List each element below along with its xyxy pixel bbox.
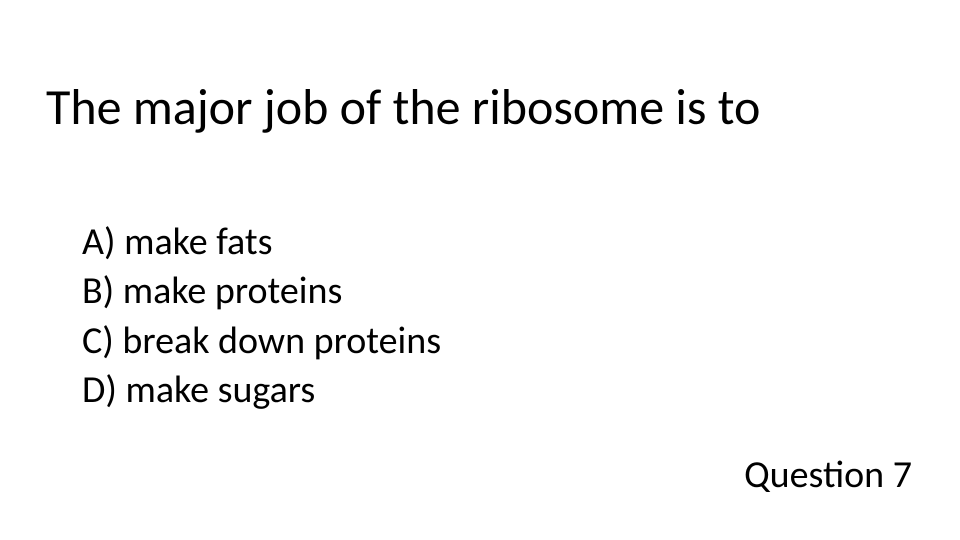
option-b: B) make proteins [82,267,441,316]
question-number: Question 7 [744,452,912,498]
option-d: D) make sugars [82,366,441,415]
options-list: A) make fats B) make proteins C) break d… [82,218,441,416]
option-c: C) break down proteins [82,317,441,366]
question-title: The major job of the ribosome is to [46,78,760,138]
option-a: A) make fats [82,218,441,267]
